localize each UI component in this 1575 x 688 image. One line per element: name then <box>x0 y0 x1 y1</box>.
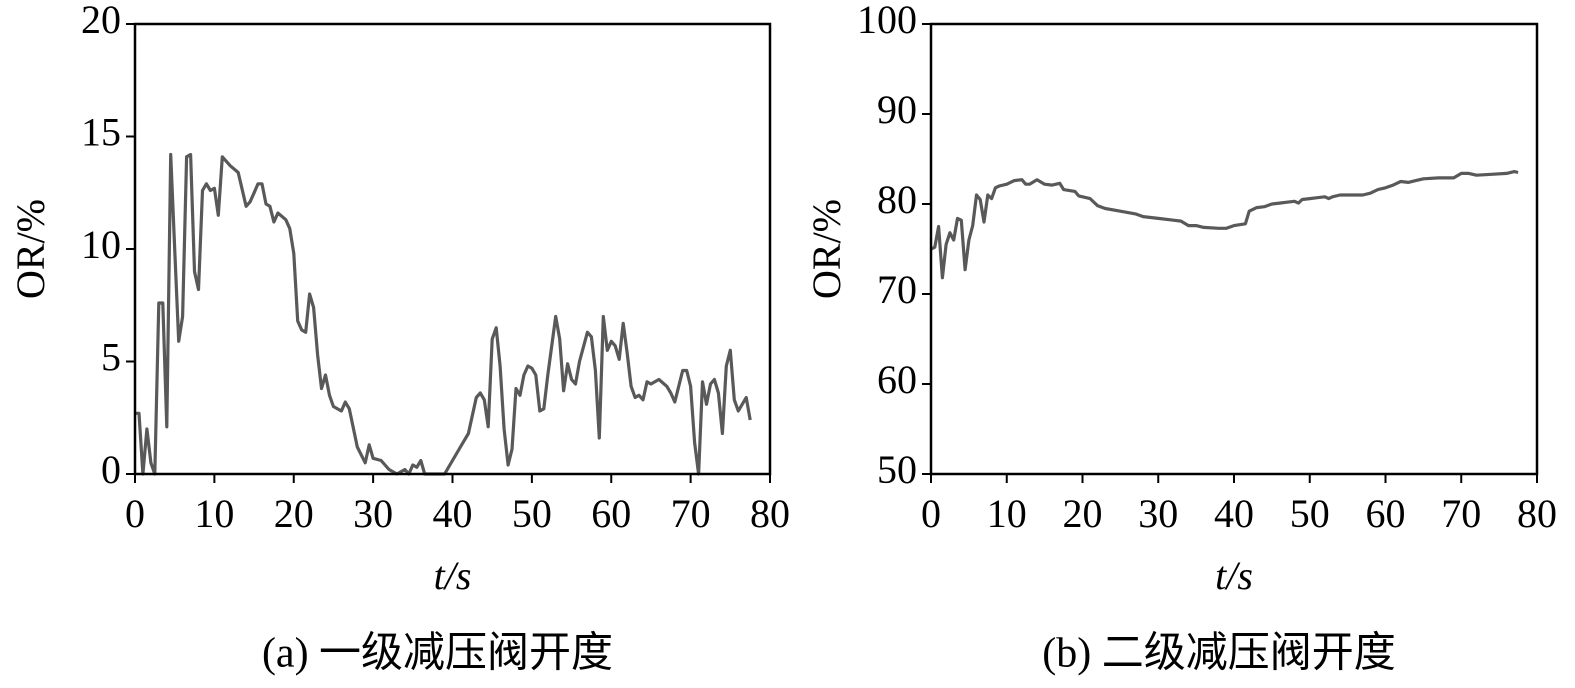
x-tick-label: 30 <box>1138 491 1178 536</box>
x-tick-label: 50 <box>512 491 552 536</box>
x-tick-label: 50 <box>1290 491 1330 536</box>
plot-frame <box>929 22 1539 476</box>
y-tick-label: 50 <box>877 447 917 492</box>
caption: (a) 一级减压阀开度 <box>262 631 613 677</box>
x-tick-label: 0 <box>125 491 145 536</box>
y-tick-label: 5 <box>101 335 121 380</box>
y-tick-label: 100 <box>857 0 917 42</box>
y-tick-label: 60 <box>877 357 917 402</box>
x-tick-label: 70 <box>671 491 711 536</box>
y-axis-label: OR/% <box>804 199 849 299</box>
x-tick-label: 10 <box>987 491 1027 536</box>
x-tick-label: 20 <box>1063 491 1103 536</box>
x-tick-label: 60 <box>591 491 631 536</box>
data-line <box>930 170 1519 280</box>
x-tick-label: 20 <box>274 491 314 536</box>
x-tick-label: 60 <box>1366 491 1406 536</box>
y-tick-label: 20 <box>81 0 121 42</box>
x-tick-label: 10 <box>194 491 234 536</box>
x-tick-label: 80 <box>750 491 790 536</box>
caption: (b) 二级减压阀开度 <box>1042 631 1395 677</box>
x-axis-label: t/s <box>434 553 472 598</box>
y-tick-label: 10 <box>81 222 121 267</box>
x-axis-label: t/s <box>1215 553 1253 598</box>
x-tick-label: 40 <box>433 491 473 536</box>
x-tick-label: 70 <box>1441 491 1481 536</box>
y-axis-label: OR/% <box>8 199 53 299</box>
y-tick-label: 90 <box>877 87 917 132</box>
y-tick-label: 70 <box>877 267 917 312</box>
y-tick-label: 15 <box>81 110 121 155</box>
x-tick-label: 30 <box>353 491 393 536</box>
data-line <box>135 152 752 476</box>
y-tick-label: 80 <box>877 177 917 222</box>
plot-frame <box>133 22 772 476</box>
x-tick-label: 0 <box>921 491 941 536</box>
y-tick-label: 0 <box>101 447 121 492</box>
x-tick-label: 40 <box>1214 491 1254 536</box>
x-tick-label: 80 <box>1517 491 1557 536</box>
